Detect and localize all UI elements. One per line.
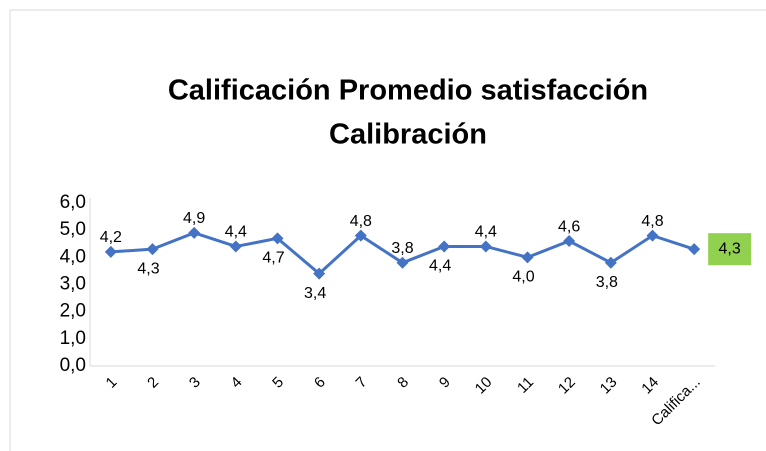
data-label: 4,6 <box>558 218 580 235</box>
data-label: 4,3 <box>719 240 741 257</box>
marker <box>271 232 284 245</box>
chart-title: Calificación Promedio satisfacción <box>168 75 648 107</box>
data-label: 3,8 <box>596 274 618 291</box>
x-tick-label: 9 <box>436 374 454 392</box>
data-label: 3,8 <box>391 240 413 257</box>
marker <box>229 240 242 253</box>
x-tick-label: 3 <box>186 374 204 392</box>
marker <box>604 256 617 269</box>
data-label: 4,4 <box>225 224 247 241</box>
marker <box>188 226 201 239</box>
marker <box>354 229 367 242</box>
marker <box>396 256 409 269</box>
data-label: 4,4 <box>475 224 497 241</box>
label-box <box>708 233 752 266</box>
data-label: 4,8 <box>641 213 663 230</box>
y-tick-label: 2,0 <box>60 301 86 322</box>
chart-title: Calibración <box>329 119 487 151</box>
x-tick-label: 13 <box>597 374 621 398</box>
y-tick-label: 5,0 <box>60 219 86 240</box>
x-tick-label: 4 <box>228 374 246 392</box>
x-tick-label: 7 <box>353 374 371 392</box>
x-tick-label: 11 <box>514 374 537 397</box>
x-tick-label: 14 <box>638 374 662 398</box>
data-label: 4,2 <box>100 229 122 246</box>
y-tick-label: 4,0 <box>60 246 86 267</box>
data-label: 4,3 <box>137 260 159 277</box>
marker <box>563 235 576 248</box>
marker <box>438 240 451 253</box>
x-tick-label: 6 <box>311 374 329 392</box>
data-label: 4,8 <box>350 213 372 230</box>
y-tick-label: 1,0 <box>60 328 86 349</box>
y-tick-label: 6,0 <box>60 192 86 213</box>
data-label: 4,7 <box>262 250 284 267</box>
data-label: 4,0 <box>512 269 534 286</box>
marker <box>104 245 117 258</box>
x-tick-label: 12 <box>555 374 579 398</box>
marker <box>688 243 701 256</box>
y-tick-label: 0,0 <box>60 355 86 376</box>
data-label: 4,4 <box>429 258 451 275</box>
marker <box>646 229 659 242</box>
x-tick-label: 1 <box>103 374 121 392</box>
x-tick-label: 5 <box>269 374 287 392</box>
x-tick-label: 10 <box>472 374 496 398</box>
marker <box>313 267 326 280</box>
x-tick-label: 2 <box>144 374 162 392</box>
data-label: 3,4 <box>304 285 326 302</box>
marker <box>146 243 159 256</box>
marker <box>479 240 492 253</box>
data-label: 4,9 <box>183 210 205 227</box>
y-tick-label: 3,0 <box>60 274 86 295</box>
x-tick-label: 8 <box>394 374 412 392</box>
marker <box>521 251 534 264</box>
